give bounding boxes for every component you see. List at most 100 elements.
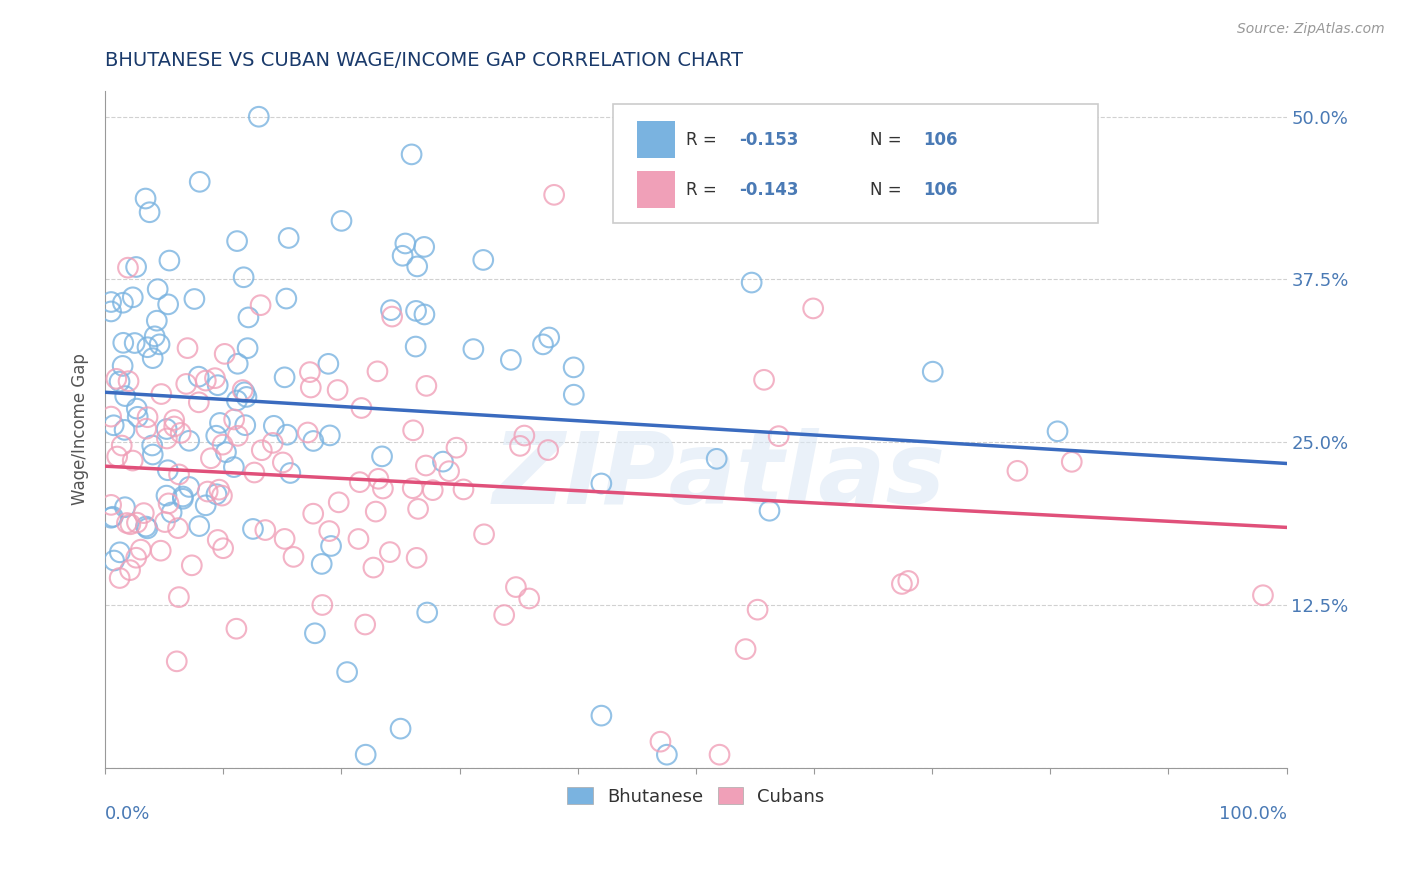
Point (250, 443, 273, 458)
Point (205, 487, 228, 501)
Point (768, 429, 790, 443)
Point (249, 298, 271, 312)
Point (328, 495, 350, 509)
Point (166, 654, 188, 668)
Point (100, 295, 122, 310)
Point (194, 498, 217, 512)
Point (188, 519, 211, 533)
Point (167, 590, 190, 604)
Point (1251, 588, 1274, 602)
Point (276, 292, 298, 306)
FancyBboxPatch shape (637, 121, 675, 159)
Point (136, 410, 159, 425)
Point (103, 553, 125, 567)
Point (354, 617, 377, 632)
Point (562, 360, 585, 375)
Point (146, 282, 169, 296)
Point (752, 373, 775, 387)
Point (212, 541, 235, 556)
Point (157, 253, 180, 268)
Point (167, 521, 190, 535)
Point (336, 665, 359, 679)
Point (188, 175, 211, 189)
Text: -0.153: -0.153 (740, 131, 799, 149)
Point (156, 463, 179, 477)
Point (391, 249, 413, 263)
Text: 106: 106 (922, 181, 957, 199)
Point (422, 483, 444, 497)
Text: 0.0%: 0.0% (105, 805, 150, 823)
Point (1007, 464, 1029, 478)
Point (371, 450, 394, 464)
Point (262, 435, 284, 450)
Point (371, 482, 394, 496)
Point (114, 423, 136, 437)
Point (406, 502, 429, 516)
Text: R =: R = (686, 181, 723, 199)
Point (758, 504, 780, 518)
Point (204, 371, 226, 385)
Point (127, 409, 149, 424)
Point (156, 422, 179, 436)
Point (405, 550, 427, 565)
Point (1060, 455, 1083, 469)
Point (194, 374, 217, 388)
Point (591, 476, 613, 491)
Point (225, 622, 247, 636)
Point (111, 359, 134, 373)
Point (129, 542, 152, 557)
Point (394, 236, 416, 251)
Point (463, 342, 485, 356)
Point (921, 365, 943, 379)
Point (132, 506, 155, 520)
Point (172, 490, 194, 504)
Point (405, 340, 427, 354)
Point (415, 379, 437, 393)
Point (233, 418, 256, 433)
Point (302, 507, 325, 521)
Point (157, 496, 180, 510)
Point (153, 515, 176, 529)
Point (472, 527, 495, 541)
Point (354, 747, 377, 762)
Text: -0.143: -0.143 (740, 181, 799, 199)
Point (744, 136, 766, 150)
Point (105, 372, 128, 386)
Point (416, 606, 439, 620)
Point (174, 376, 197, 391)
Point (537, 443, 560, 458)
Point (187, 395, 209, 409)
Point (505, 580, 527, 594)
Point (349, 475, 371, 490)
Point (897, 574, 920, 588)
Point (143, 329, 166, 343)
Point (538, 330, 561, 344)
Point (208, 483, 231, 497)
Point (108, 571, 131, 585)
Point (125, 516, 148, 530)
Point (111, 295, 134, 310)
Point (297, 425, 319, 440)
Point (263, 418, 285, 433)
Point (142, 448, 165, 462)
Point (405, 304, 427, 318)
Point (117, 374, 139, 388)
Point (214, 347, 236, 361)
Point (148, 337, 170, 351)
Point (709, 747, 731, 762)
Point (437, 464, 460, 478)
Point (156, 432, 179, 446)
Point (170, 425, 193, 440)
Text: 106: 106 (922, 131, 957, 149)
Point (415, 458, 437, 473)
Point (125, 260, 148, 274)
Point (125, 401, 148, 416)
Point (299, 380, 322, 394)
Point (226, 234, 249, 248)
Point (801, 301, 824, 316)
Point (517, 591, 540, 606)
Point (311, 598, 333, 612)
Point (135, 422, 157, 436)
Point (215, 445, 238, 459)
Point (180, 558, 202, 573)
